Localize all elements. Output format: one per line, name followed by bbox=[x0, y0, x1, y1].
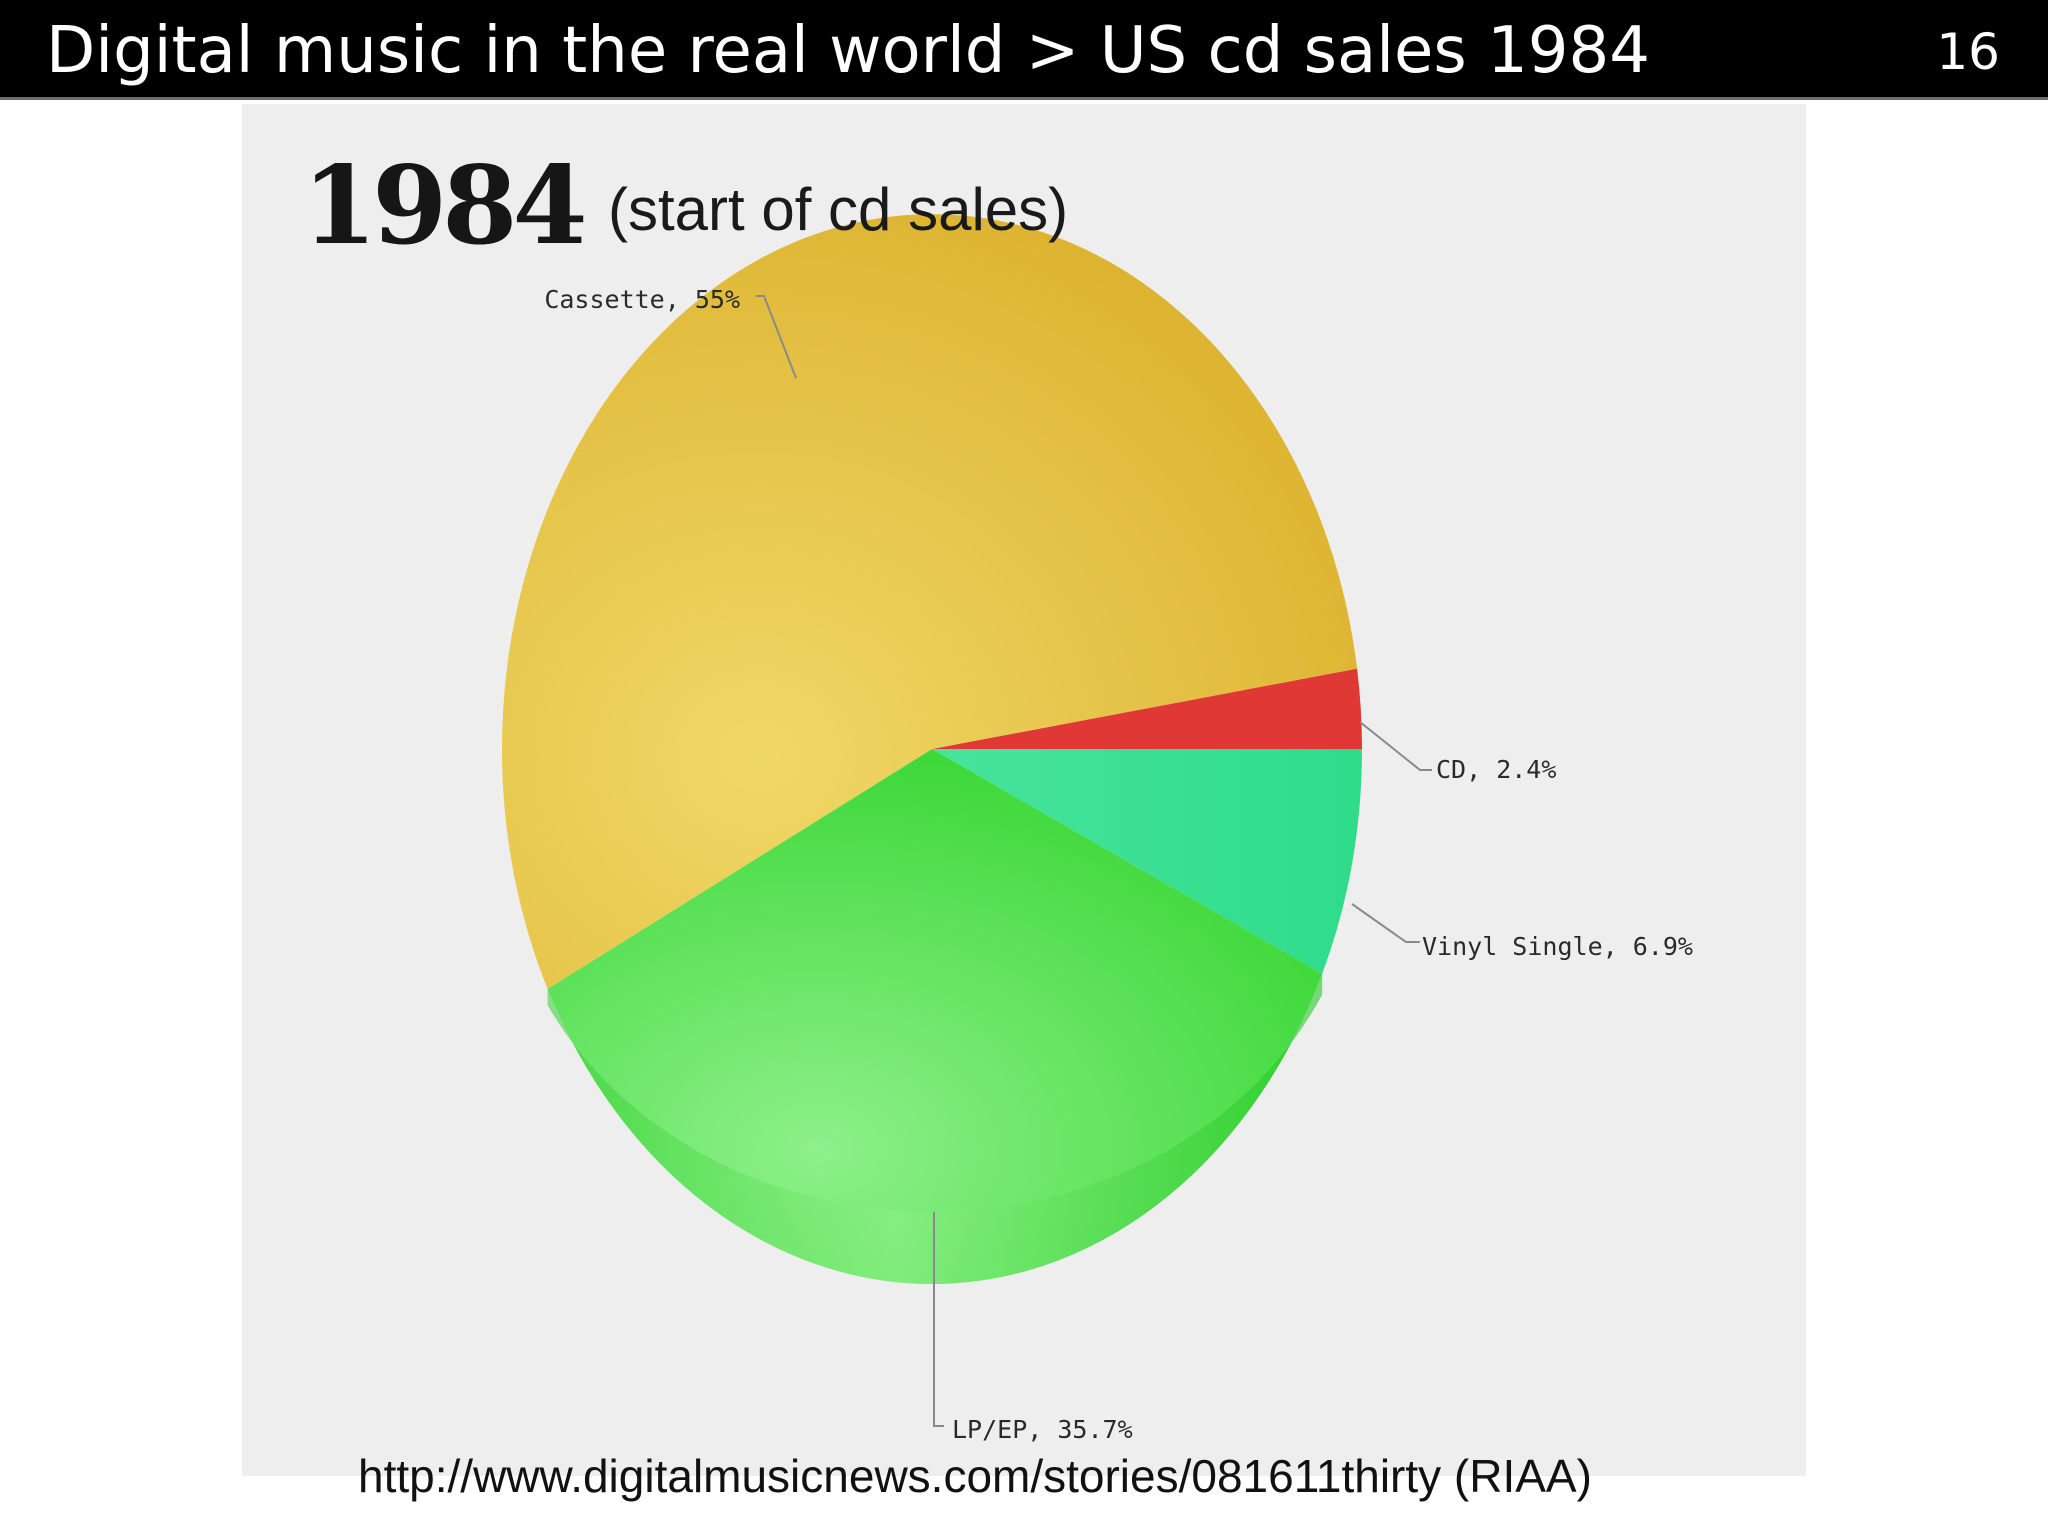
title-bar: Digital music in the real world > US cd … bbox=[0, 0, 2048, 100]
chart-subtitle: (start of cd sales) bbox=[608, 176, 1069, 243]
pie-slice-cassette bbox=[501, 214, 1358, 989]
slice-labels: CD, 2.4% Vinyl Single, 6.9% LP/EP, 35.7% Ca… bbox=[544, 285, 1693, 1444]
leader-line-cd bbox=[1359, 721, 1432, 771]
pie-slice-lp-ep bbox=[547, 749, 1323, 1285]
pie-slice-vinyl-single bbox=[932, 749, 1362, 974]
leader-lines bbox=[756, 295, 1432, 1427]
pie-slice-cd bbox=[932, 668, 1362, 749]
pie-rim-shading bbox=[547, 973, 1323, 1285]
chart-title-year: 1984 bbox=[302, 143, 588, 269]
slice-label-lp-ep: LP/EP, 35.7% bbox=[952, 1415, 1133, 1444]
source-url: http://www.digitalmusicnews.com/stories/… bbox=[358, 1450, 1592, 1502]
slide-number: 16 bbox=[1936, 23, 2000, 81]
slice-label-vinyl-single: Vinyl Single, 6.9% bbox=[1422, 932, 1693, 961]
pie-slices bbox=[501, 214, 1362, 1285]
leader-line-cassette bbox=[756, 295, 797, 379]
leader-line-vinyl-single bbox=[1351, 903, 1420, 943]
slice-label-cd: CD, 2.4% bbox=[1436, 755, 1556, 784]
slice-label-cassette: Cassette, 55% bbox=[544, 285, 740, 314]
leader-line-lp-ep bbox=[933, 1212, 944, 1427]
slide-title: Digital music in the real world > US cd … bbox=[46, 14, 1650, 88]
